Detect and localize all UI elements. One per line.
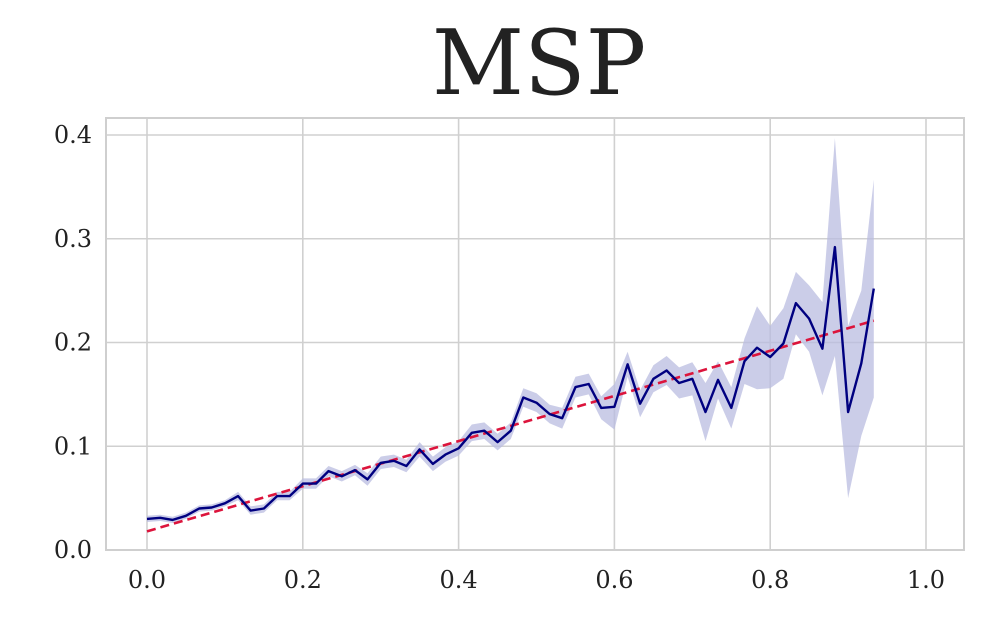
x-tick-label: 0.2 [284, 566, 322, 594]
y-tick-label: 0.2 [54, 329, 92, 357]
x-tick-label: 0.8 [751, 566, 789, 594]
y-tick-label: 0.0 [54, 536, 92, 564]
x-tick-label: 0.4 [440, 566, 478, 594]
x-tick-label: 0.6 [595, 566, 633, 594]
confidence-band [147, 138, 874, 523]
y-tick-label: 0.3 [54, 225, 92, 253]
chart-title: MSP [431, 11, 647, 116]
reference-layer [146, 319, 875, 533]
series-line [146, 245, 875, 522]
line-layer [146, 245, 875, 522]
axes-layer [105, 117, 965, 551]
plot-frame [105, 117, 965, 551]
x-tick-label: 0.0 [128, 566, 166, 594]
tick-layer: 0.0 0.2 0.4 0.6 0.8 1.0 0.0 0.1 0.2 0.3 0.4 [54, 121, 945, 594]
reference-line [146, 319, 875, 533]
y-tick-label: 0.1 [54, 432, 92, 460]
y-tick-label: 0.4 [54, 121, 92, 149]
x-tick-label: 1.0 [907, 566, 945, 594]
band-layer [147, 138, 874, 523]
